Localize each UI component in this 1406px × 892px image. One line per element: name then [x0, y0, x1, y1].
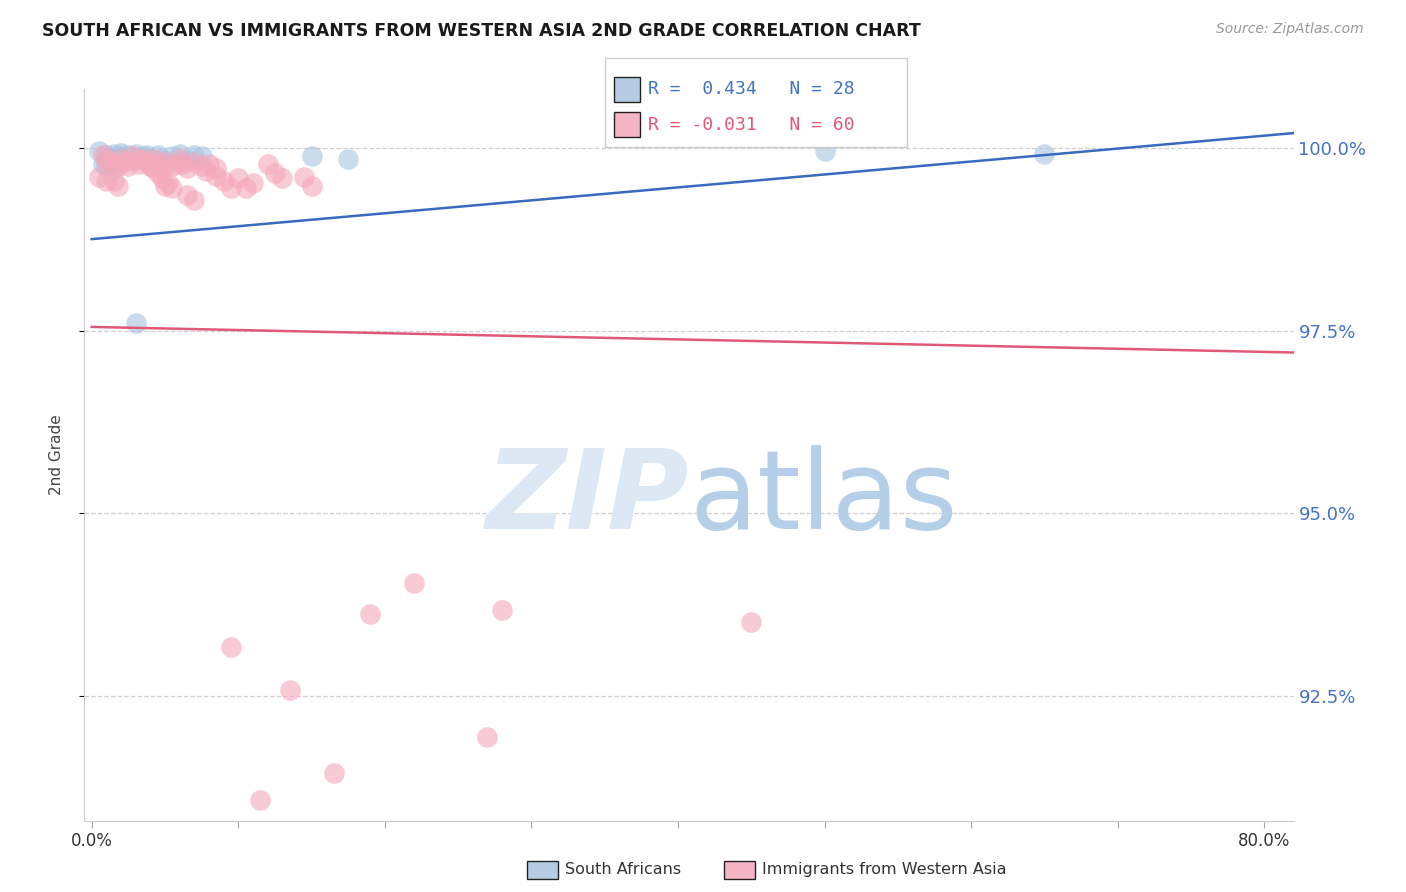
Point [150, 171, 173, 186]
Point [162, 149, 184, 163]
Point [153, 178, 176, 193]
Text: R = -0.031   N = 60: R = -0.031 N = 60 [648, 116, 855, 134]
Point [205, 169, 228, 183]
Point [146, 148, 169, 162]
Point [96, 159, 118, 173]
Point [139, 152, 162, 166]
Point [278, 683, 301, 698]
Point [404, 576, 426, 591]
Point [139, 159, 162, 173]
Point [117, 148, 139, 162]
Point [166, 157, 188, 171]
Point [136, 148, 159, 162]
Point [136, 155, 159, 169]
Point [359, 607, 381, 622]
Point [117, 159, 139, 173]
Point [301, 178, 323, 193]
Text: R =  0.434   N = 28: R = 0.434 N = 28 [648, 80, 855, 98]
Y-axis label: 2nd Grade: 2nd Grade [49, 415, 63, 495]
Point [103, 146, 125, 161]
Point [198, 157, 221, 171]
Point [219, 181, 242, 195]
Point [162, 181, 184, 195]
Point [292, 169, 315, 184]
Text: atlas: atlas [689, 445, 957, 552]
Point [146, 166, 169, 180]
Point [132, 152, 155, 166]
Point [153, 155, 176, 169]
Point [176, 161, 198, 176]
Point [87, 169, 110, 184]
Point [322, 766, 344, 780]
Point [212, 174, 235, 188]
Point [103, 174, 125, 188]
Point [162, 159, 184, 173]
Point [491, 603, 513, 617]
Point [169, 146, 191, 161]
Point [112, 155, 135, 169]
Point [107, 178, 129, 193]
Point [264, 166, 287, 180]
Point [121, 152, 143, 166]
Point [103, 157, 125, 171]
Point [124, 153, 146, 168]
Point [249, 793, 271, 807]
Point [142, 161, 165, 176]
Point [87, 145, 110, 159]
Point [96, 152, 118, 166]
Text: SOUTH AFRICAN VS IMMIGRANTS FROM WESTERN ASIA 2ND GRADE CORRELATION CHART: SOUTH AFRICAN VS IMMIGRANTS FROM WESTERN… [42, 22, 921, 40]
Point [172, 157, 194, 171]
Point [271, 171, 294, 186]
Point [150, 161, 173, 176]
Text: South Africans: South Africans [565, 863, 682, 877]
Point [112, 150, 135, 164]
Point [132, 149, 155, 163]
Point [142, 152, 165, 166]
Text: Immigrants from Western Asia: Immigrants from Western Asia [762, 863, 1007, 877]
Point [195, 164, 218, 178]
Point [256, 157, 278, 171]
Point [219, 640, 242, 654]
Point [110, 152, 132, 166]
Point [124, 146, 146, 161]
Point [183, 148, 205, 162]
Point [740, 615, 762, 629]
Point [107, 149, 129, 163]
Point [150, 152, 173, 166]
Point [98, 155, 121, 169]
Point [169, 152, 191, 166]
Point [110, 145, 132, 160]
Point [176, 152, 198, 166]
Point [146, 157, 169, 171]
Point [813, 145, 835, 159]
Point [176, 188, 198, 202]
Point [98, 152, 121, 166]
Point [190, 149, 212, 163]
Text: ZIP: ZIP [485, 445, 689, 552]
Point [107, 159, 129, 173]
Point [235, 181, 257, 195]
Point [205, 161, 228, 176]
Point [242, 176, 264, 190]
Point [337, 152, 360, 166]
Point [93, 148, 115, 162]
Point [93, 157, 115, 171]
Point [103, 161, 125, 176]
Point [156, 176, 179, 190]
Text: Source: ZipAtlas.com: Source: ZipAtlas.com [1216, 22, 1364, 37]
Point [121, 149, 143, 163]
Point [301, 149, 323, 163]
Point [128, 157, 150, 171]
Point [124, 316, 146, 330]
Point [477, 730, 499, 744]
Point [96, 174, 118, 188]
Point [190, 159, 212, 173]
Point [183, 194, 205, 208]
Point [1033, 146, 1056, 161]
Point [96, 148, 118, 162]
Point [183, 155, 205, 169]
Point [226, 171, 249, 186]
